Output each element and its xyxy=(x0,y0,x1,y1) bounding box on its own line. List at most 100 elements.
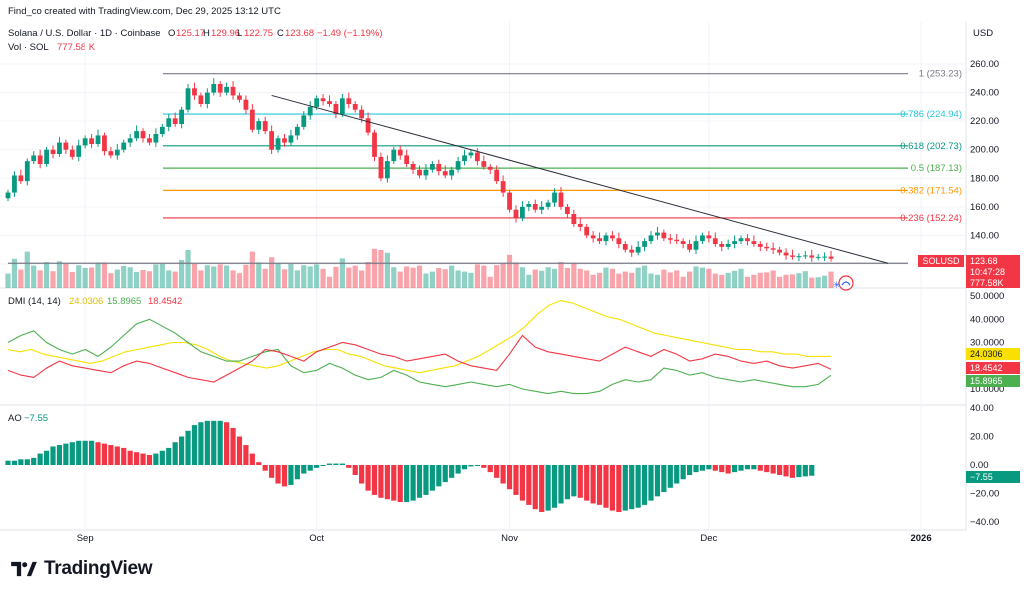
candle[interactable] xyxy=(172,118,178,124)
candle[interactable] xyxy=(629,249,635,253)
candle[interactable] xyxy=(314,98,320,107)
candle[interactable] xyxy=(513,209,519,219)
candle[interactable] xyxy=(584,226,590,236)
candle[interactable] xyxy=(693,241,699,250)
candle[interactable] xyxy=(700,235,705,242)
candle[interactable] xyxy=(397,149,403,156)
candle[interactable] xyxy=(571,214,577,224)
candle[interactable] xyxy=(230,86,236,96)
candle[interactable] xyxy=(224,86,230,93)
candle[interactable] xyxy=(237,95,242,100)
candle[interactable] xyxy=(462,155,467,162)
candle[interactable] xyxy=(327,101,332,104)
candle[interactable] xyxy=(378,156,384,179)
candle[interactable] xyxy=(192,88,197,96)
candle[interactable] xyxy=(552,192,557,203)
candle[interactable] xyxy=(12,175,17,193)
candle[interactable] xyxy=(57,142,62,154)
candle[interactable] xyxy=(37,155,43,164)
candle[interactable] xyxy=(507,192,512,210)
candle[interactable] xyxy=(790,255,795,257)
candle[interactable] xyxy=(102,135,107,152)
candlestick-series[interactable] xyxy=(5,78,834,262)
candle[interactable] xyxy=(50,149,56,154)
candle[interactable] xyxy=(809,255,815,258)
candle[interactable] xyxy=(282,138,287,143)
candle[interactable] xyxy=(166,118,172,127)
candle[interactable] xyxy=(76,145,82,157)
candle[interactable] xyxy=(404,155,410,164)
candle[interactable] xyxy=(474,152,480,162)
candle[interactable] xyxy=(352,104,358,110)
candle[interactable] xyxy=(423,169,429,176)
candle[interactable] xyxy=(307,106,313,116)
candle[interactable] xyxy=(565,206,570,214)
candle[interactable] xyxy=(455,161,461,170)
candle[interactable] xyxy=(294,126,300,136)
candle[interactable] xyxy=(597,238,602,242)
candle[interactable] xyxy=(140,131,146,139)
candle[interactable] xyxy=(429,164,435,170)
candle[interactable] xyxy=(134,131,139,139)
footer-logo[interactable]: TradingView xyxy=(10,556,153,582)
candle[interactable] xyxy=(243,99,249,110)
fibonacci-retracement[interactable]: 1 (253.23) 0.786 (224.94) 0.618 (202.73) 0.… xyxy=(8,69,962,270)
candle[interactable] xyxy=(108,151,114,156)
candle[interactable] xyxy=(63,142,69,150)
candle[interactable] xyxy=(372,132,377,157)
candle[interactable] xyxy=(179,109,185,124)
candle[interactable] xyxy=(642,241,647,247)
candle[interactable] xyxy=(339,98,345,114)
candle[interactable] xyxy=(365,118,371,133)
candle[interactable] xyxy=(89,138,94,144)
candle[interactable] xyxy=(185,88,191,110)
candle[interactable] xyxy=(275,138,281,150)
symbol-title[interactable]: Solana / U.S. Dollar · 1D · Coinbase xyxy=(8,28,161,39)
candle[interactable] xyxy=(712,238,718,244)
candle[interactable] xyxy=(211,84,217,93)
candle[interactable] xyxy=(815,256,821,258)
candle[interactable] xyxy=(667,238,673,240)
candle[interactable] xyxy=(204,92,210,104)
candle[interactable] xyxy=(783,252,789,256)
candle[interactable] xyxy=(764,246,770,249)
candle[interactable] xyxy=(539,206,545,210)
candle[interactable] xyxy=(127,138,133,143)
candle[interactable] xyxy=(95,135,101,144)
candle[interactable] xyxy=(468,152,474,156)
candle[interactable] xyxy=(610,235,615,239)
candle[interactable] xyxy=(359,109,365,119)
candle[interactable] xyxy=(249,109,255,130)
candle[interactable] xyxy=(301,115,307,127)
candle[interactable] xyxy=(417,169,422,176)
candle[interactable] xyxy=(5,192,11,199)
candle[interactable] xyxy=(719,244,725,247)
trendline[interactable] xyxy=(271,94,889,264)
candle[interactable] xyxy=(745,238,750,242)
candle[interactable] xyxy=(732,241,737,244)
candle[interactable] xyxy=(391,149,397,162)
candle[interactable] xyxy=(725,244,731,247)
candle[interactable] xyxy=(256,121,262,130)
price-axis[interactable]: 260.00 240.00 220.00 200.00 180.00 160.00 140.… xyxy=(970,59,999,270)
candle[interactable] xyxy=(706,235,712,239)
candle[interactable] xyxy=(757,244,763,247)
candle[interactable] xyxy=(770,248,776,250)
candle[interactable] xyxy=(346,98,352,104)
candle[interactable] xyxy=(494,169,500,182)
candle[interactable] xyxy=(69,149,75,157)
candle[interactable] xyxy=(217,84,223,93)
candle[interactable] xyxy=(661,232,667,239)
candle[interactable] xyxy=(24,161,30,182)
candle[interactable] xyxy=(333,104,339,114)
candle[interactable] xyxy=(751,241,757,244)
candle[interactable] xyxy=(796,256,802,258)
candle[interactable] xyxy=(680,241,686,244)
candle[interactable] xyxy=(616,238,622,244)
candle[interactable] xyxy=(558,192,564,207)
candle[interactable] xyxy=(635,246,641,253)
candle[interactable] xyxy=(487,166,493,170)
candle[interactable] xyxy=(18,175,24,182)
candle[interactable] xyxy=(532,204,538,210)
